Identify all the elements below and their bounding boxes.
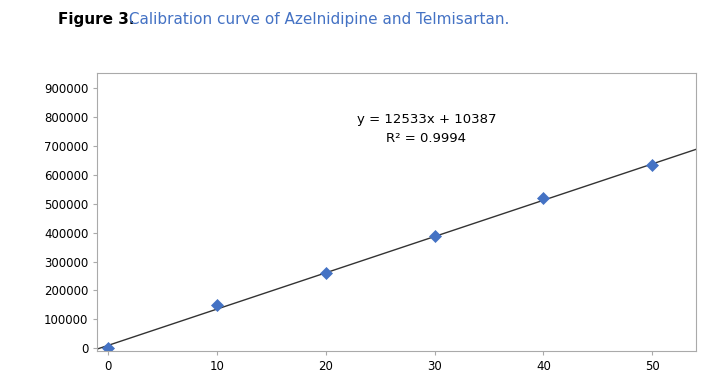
Text: Calibration curve of Azelnidipine and Telmisartan.: Calibration curve of Azelnidipine and Te…	[124, 12, 510, 27]
Text: y = 12533x + 10387
R² = 0.9994: y = 12533x + 10387 R² = 0.9994	[357, 113, 496, 145]
Text: Figure 3.: Figure 3.	[58, 12, 134, 27]
